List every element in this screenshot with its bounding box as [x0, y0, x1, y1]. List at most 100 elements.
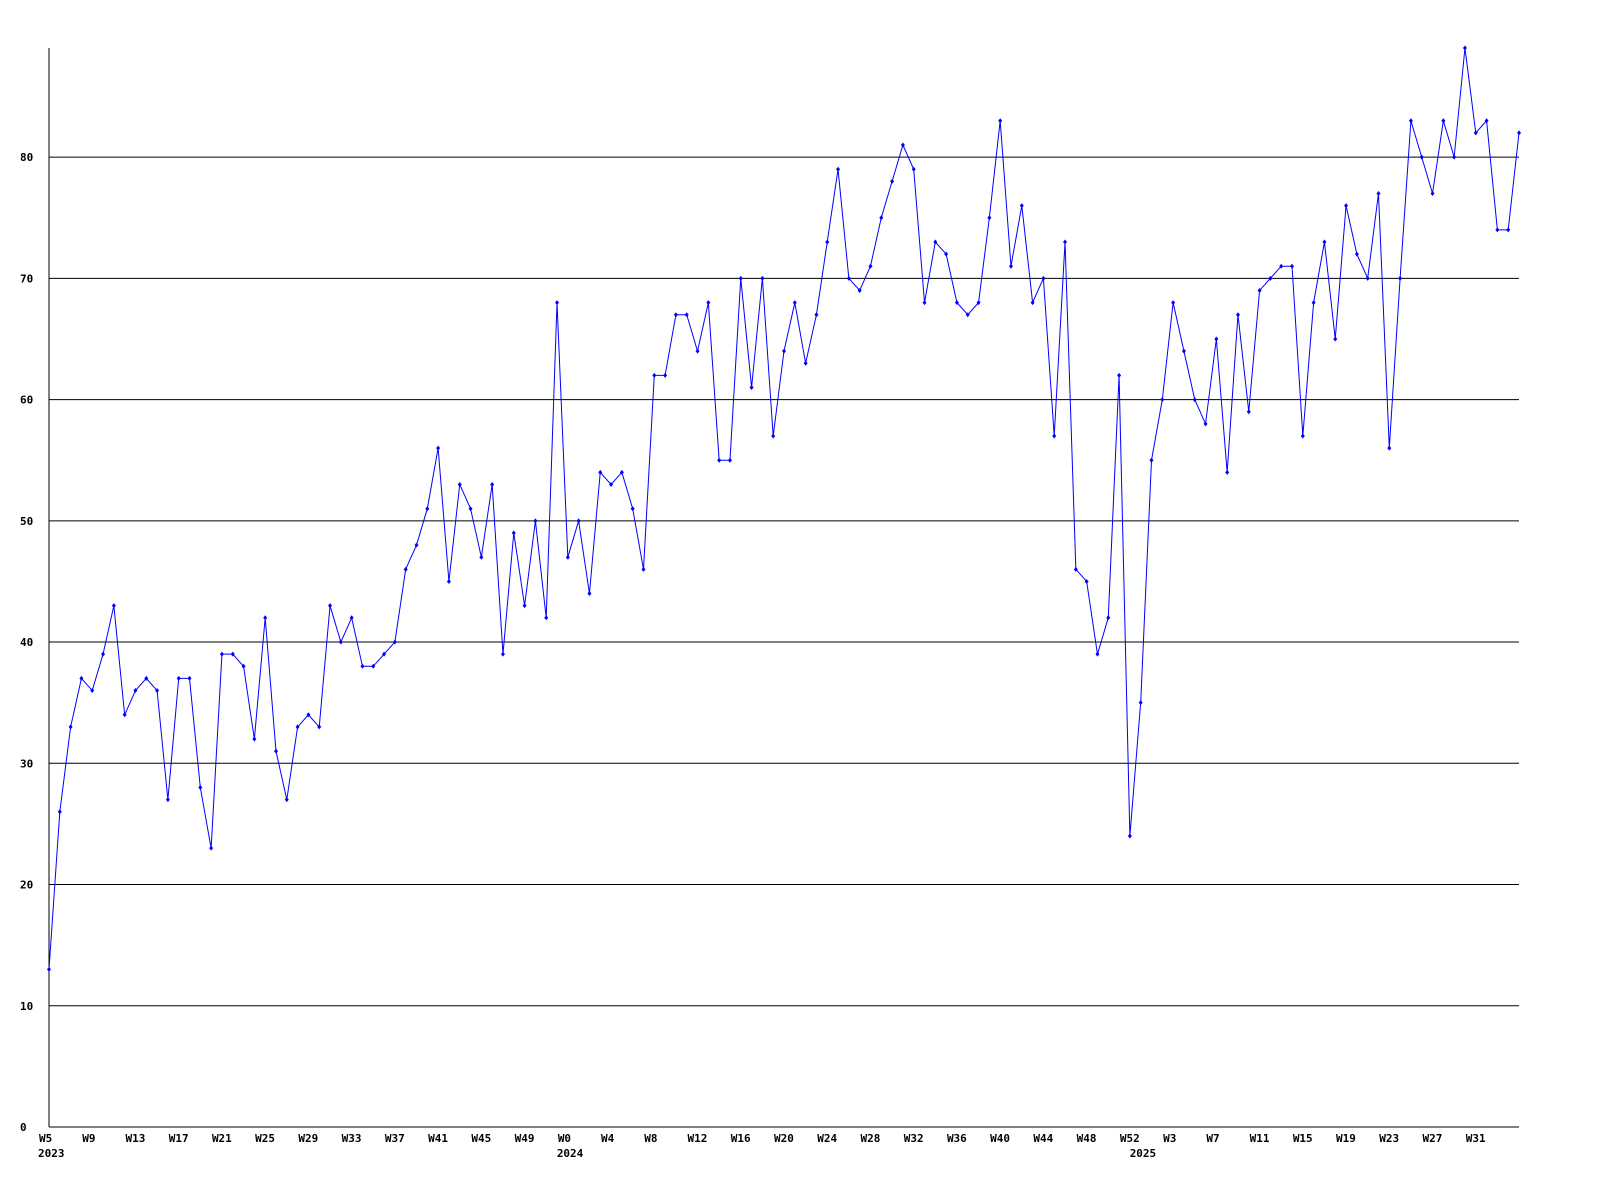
point — [1149, 457, 1154, 463]
point — [1127, 833, 1132, 839]
point — [284, 797, 289, 803]
point — [176, 675, 181, 681]
point — [68, 724, 73, 730]
point — [890, 178, 895, 184]
point — [619, 469, 624, 475]
point — [533, 518, 538, 524]
point — [1268, 275, 1273, 281]
x-tick-label: W44 — [1033, 1132, 1053, 1145]
point — [425, 506, 430, 512]
x-tick-label: W23 — [1379, 1132, 1399, 1145]
point — [219, 651, 224, 657]
point — [79, 675, 84, 681]
point — [1290, 263, 1295, 269]
y-tick-label: 30 — [20, 757, 33, 770]
x-tick-label: W21 — [212, 1132, 232, 1145]
point — [1181, 348, 1186, 354]
x-tick-label: W11 — [1250, 1132, 1270, 1145]
point — [1171, 300, 1176, 306]
point — [349, 615, 354, 621]
point — [403, 566, 408, 572]
point — [1160, 397, 1165, 403]
x-tick-label: W19 — [1336, 1132, 1356, 1145]
x-year-label: 2024 — [557, 1147, 584, 1160]
point — [836, 166, 841, 172]
point — [1430, 190, 1435, 196]
point — [879, 215, 884, 221]
point — [673, 312, 678, 318]
point — [1019, 203, 1024, 209]
point — [1225, 469, 1230, 475]
point — [144, 675, 149, 681]
x-tick-label: W16 — [731, 1132, 751, 1145]
x-tick-label: W37 — [385, 1132, 405, 1145]
point — [273, 748, 278, 754]
point — [436, 445, 441, 451]
x-tick-label: W9 — [82, 1132, 95, 1145]
point — [263, 615, 268, 621]
point — [727, 457, 732, 463]
x-tick-label: W12 — [688, 1132, 708, 1145]
point — [122, 712, 127, 718]
x-tick-label: W49 — [515, 1132, 535, 1145]
point — [230, 651, 235, 657]
point — [317, 724, 322, 730]
x-tick-label: W28 — [860, 1132, 880, 1145]
point — [382, 651, 387, 657]
point — [933, 239, 938, 245]
point — [371, 663, 376, 669]
x-tick-label: W4 — [601, 1132, 615, 1145]
point — [511, 530, 516, 536]
point — [133, 688, 138, 694]
point — [47, 966, 51, 972]
point — [1365, 275, 1370, 281]
point — [576, 518, 581, 524]
point — [803, 360, 808, 366]
x-tick-label: W25 — [255, 1132, 275, 1145]
point — [1106, 615, 1111, 621]
point — [209, 845, 214, 851]
y-tick-label: 10 — [20, 1000, 33, 1013]
x-tick-label: W3 — [1163, 1132, 1176, 1145]
point — [695, 348, 700, 354]
point — [565, 554, 570, 560]
point — [1387, 445, 1392, 451]
point — [1333, 336, 1338, 342]
x-tick-label: W8 — [644, 1132, 657, 1145]
x-tick-label: W24 — [817, 1132, 837, 1145]
point — [1517, 130, 1521, 136]
point — [684, 312, 689, 318]
point — [792, 300, 797, 306]
point — [241, 663, 246, 669]
point — [1452, 154, 1457, 160]
point — [252, 736, 257, 742]
point — [1030, 300, 1035, 306]
x-tick-label: W20 — [774, 1132, 794, 1145]
point — [500, 651, 505, 657]
point — [1095, 651, 1100, 657]
x-tick-label: W48 — [1077, 1132, 1097, 1145]
point — [490, 481, 495, 487]
point — [1495, 227, 1500, 233]
point — [111, 603, 116, 609]
x-tick-label: W29 — [298, 1132, 318, 1145]
x-tick-label: W32 — [904, 1132, 924, 1145]
x-tick-label: W15 — [1293, 1132, 1313, 1145]
x-tick-label: W33 — [342, 1132, 362, 1145]
point — [641, 566, 646, 572]
y-tick-label: 80 — [20, 151, 33, 164]
point — [90, 688, 95, 694]
point — [1052, 433, 1057, 439]
point — [1462, 45, 1467, 51]
point — [1041, 275, 1046, 281]
point — [1073, 566, 1078, 572]
x-year-label: 2025 — [1130, 1147, 1157, 1160]
point — [1279, 263, 1284, 269]
point — [1117, 372, 1122, 378]
point — [857, 287, 862, 293]
point — [555, 300, 560, 306]
point — [1398, 275, 1403, 281]
point — [1441, 118, 1446, 124]
point — [738, 275, 743, 281]
